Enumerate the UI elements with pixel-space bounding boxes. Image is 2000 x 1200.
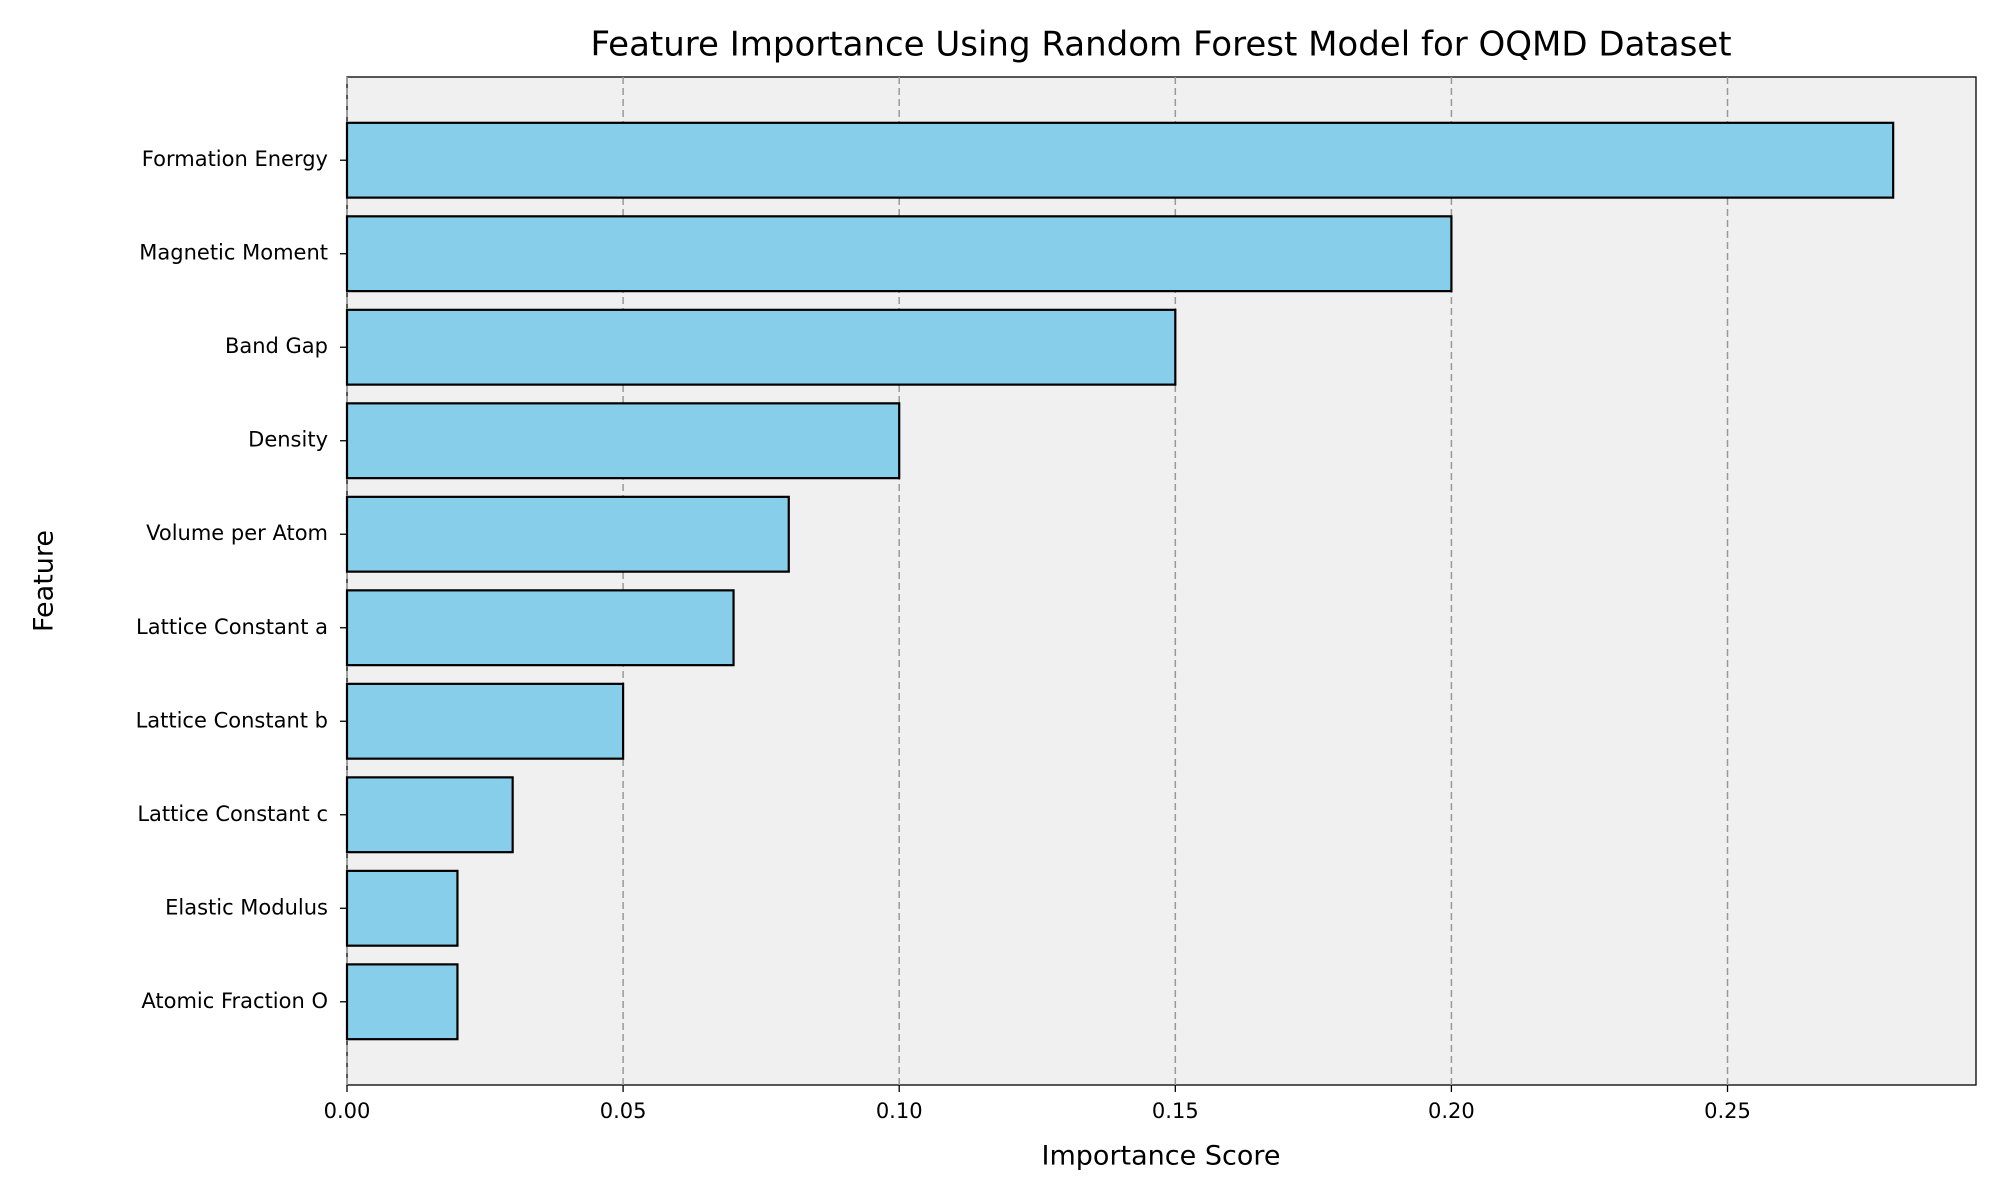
- y-tick-label: Atomic Fraction O: [141, 989, 328, 1013]
- bar: [345, 963, 459, 1041]
- bar: [345, 869, 459, 947]
- y-tick-label: Magnetic Moment: [139, 241, 328, 265]
- y-tick-label: Band Gap: [225, 334, 328, 358]
- bar: [345, 589, 735, 667]
- y-tick-label: Lattice Constant a: [136, 615, 328, 639]
- y-tick-label: Formation Energy: [142, 147, 328, 171]
- y-tick-label: Lattice Constant c: [137, 802, 328, 826]
- x-tick-label: 0.10: [876, 1099, 923, 1123]
- bar: [345, 121, 1895, 199]
- y-tick-label: Lattice Constant b: [136, 708, 328, 732]
- bar: [345, 682, 625, 760]
- chart-title: Feature Importance Using Random Forest M…: [590, 25, 1731, 65]
- x-tick-label: 0.05: [600, 1099, 647, 1123]
- y-axis-label: Feature: [29, 530, 60, 632]
- y-tick-label: Elastic Modulus: [165, 895, 328, 919]
- x-tick-label: 0.15: [1152, 1099, 1199, 1123]
- bar: [345, 776, 514, 854]
- x-tick-label: 0.00: [324, 1099, 371, 1123]
- y-tick-label: Density: [248, 428, 328, 452]
- x-axis-label: Importance Score: [1042, 1141, 1281, 1172]
- x-tick-label: 0.20: [1428, 1099, 1475, 1123]
- bar: [345, 215, 1453, 293]
- y-tick-label: Volume per Atom: [146, 521, 328, 545]
- x-tick-label: 0.25: [1704, 1099, 1751, 1123]
- bar: [345, 308, 1177, 386]
- bar: [345, 402, 901, 480]
- bar: [345, 495, 790, 573]
